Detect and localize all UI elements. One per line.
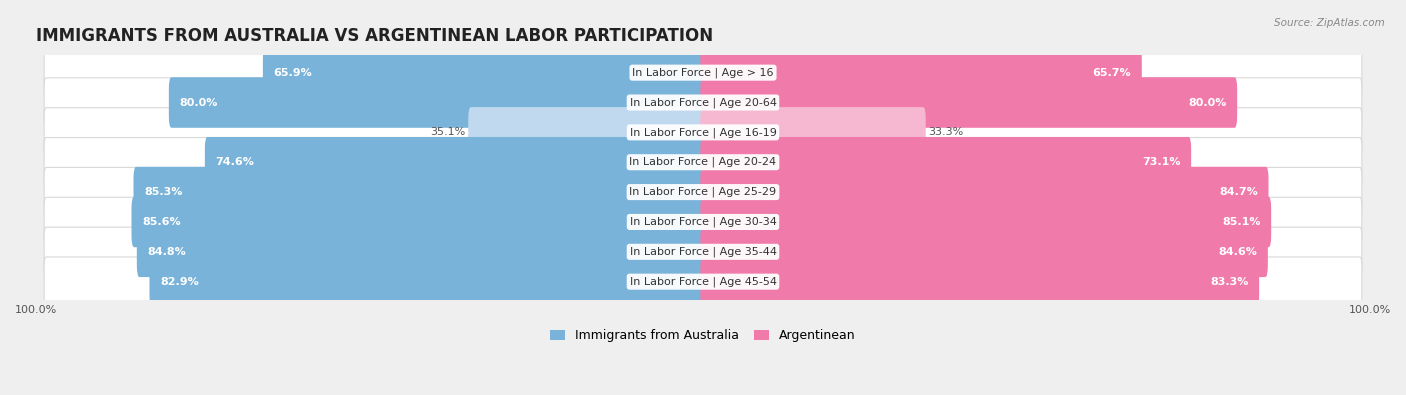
Text: 85.6%: 85.6%: [142, 217, 181, 227]
FancyBboxPatch shape: [700, 197, 1271, 247]
Text: In Labor Force | Age 20-24: In Labor Force | Age 20-24: [630, 157, 776, 167]
Text: 35.1%: 35.1%: [430, 127, 465, 137]
Text: 65.9%: 65.9%: [274, 68, 312, 78]
FancyBboxPatch shape: [700, 137, 1191, 188]
FancyBboxPatch shape: [169, 77, 706, 128]
Text: 73.1%: 73.1%: [1142, 157, 1181, 167]
Text: 33.3%: 33.3%: [928, 127, 963, 137]
FancyBboxPatch shape: [263, 47, 706, 98]
FancyBboxPatch shape: [44, 167, 1362, 217]
Text: IMMIGRANTS FROM AUSTRALIA VS ARGENTINEAN LABOR PARTICIPATION: IMMIGRANTS FROM AUSTRALIA VS ARGENTINEAN…: [37, 27, 713, 45]
Text: In Labor Force | Age > 16: In Labor Force | Age > 16: [633, 68, 773, 78]
Text: 80.0%: 80.0%: [180, 98, 218, 107]
Text: 65.7%: 65.7%: [1092, 68, 1132, 78]
Text: In Labor Force | Age 35-44: In Labor Force | Age 35-44: [630, 246, 776, 257]
Text: In Labor Force | Age 25-29: In Labor Force | Age 25-29: [630, 187, 776, 198]
Text: 83.3%: 83.3%: [1211, 276, 1249, 287]
FancyBboxPatch shape: [44, 78, 1362, 127]
FancyBboxPatch shape: [700, 256, 1260, 307]
Text: 84.7%: 84.7%: [1219, 187, 1258, 197]
FancyBboxPatch shape: [44, 227, 1362, 276]
FancyBboxPatch shape: [44, 197, 1362, 246]
FancyBboxPatch shape: [136, 227, 706, 277]
FancyBboxPatch shape: [205, 137, 706, 188]
Legend: Immigrants from Australia, Argentinean: Immigrants from Australia, Argentinean: [546, 324, 860, 347]
FancyBboxPatch shape: [44, 257, 1362, 307]
FancyBboxPatch shape: [149, 256, 706, 307]
Text: 82.9%: 82.9%: [160, 276, 198, 287]
Text: Source: ZipAtlas.com: Source: ZipAtlas.com: [1274, 18, 1385, 28]
FancyBboxPatch shape: [132, 197, 706, 247]
FancyBboxPatch shape: [700, 227, 1268, 277]
FancyBboxPatch shape: [134, 167, 706, 217]
FancyBboxPatch shape: [700, 107, 925, 158]
FancyBboxPatch shape: [44, 108, 1362, 157]
FancyBboxPatch shape: [700, 47, 1142, 98]
Text: 80.0%: 80.0%: [1188, 98, 1226, 107]
Text: 74.6%: 74.6%: [215, 157, 254, 167]
FancyBboxPatch shape: [700, 77, 1237, 128]
FancyBboxPatch shape: [468, 107, 706, 158]
Text: 85.1%: 85.1%: [1222, 217, 1261, 227]
Text: In Labor Force | Age 45-54: In Labor Force | Age 45-54: [630, 276, 776, 287]
Text: 84.6%: 84.6%: [1218, 247, 1257, 257]
FancyBboxPatch shape: [44, 137, 1362, 187]
Text: In Labor Force | Age 20-64: In Labor Force | Age 20-64: [630, 97, 776, 108]
Text: In Labor Force | Age 16-19: In Labor Force | Age 16-19: [630, 127, 776, 137]
FancyBboxPatch shape: [44, 48, 1362, 97]
Text: In Labor Force | Age 30-34: In Labor Force | Age 30-34: [630, 217, 776, 227]
FancyBboxPatch shape: [700, 167, 1268, 217]
Text: 85.3%: 85.3%: [145, 187, 183, 197]
Text: 84.8%: 84.8%: [148, 247, 186, 257]
